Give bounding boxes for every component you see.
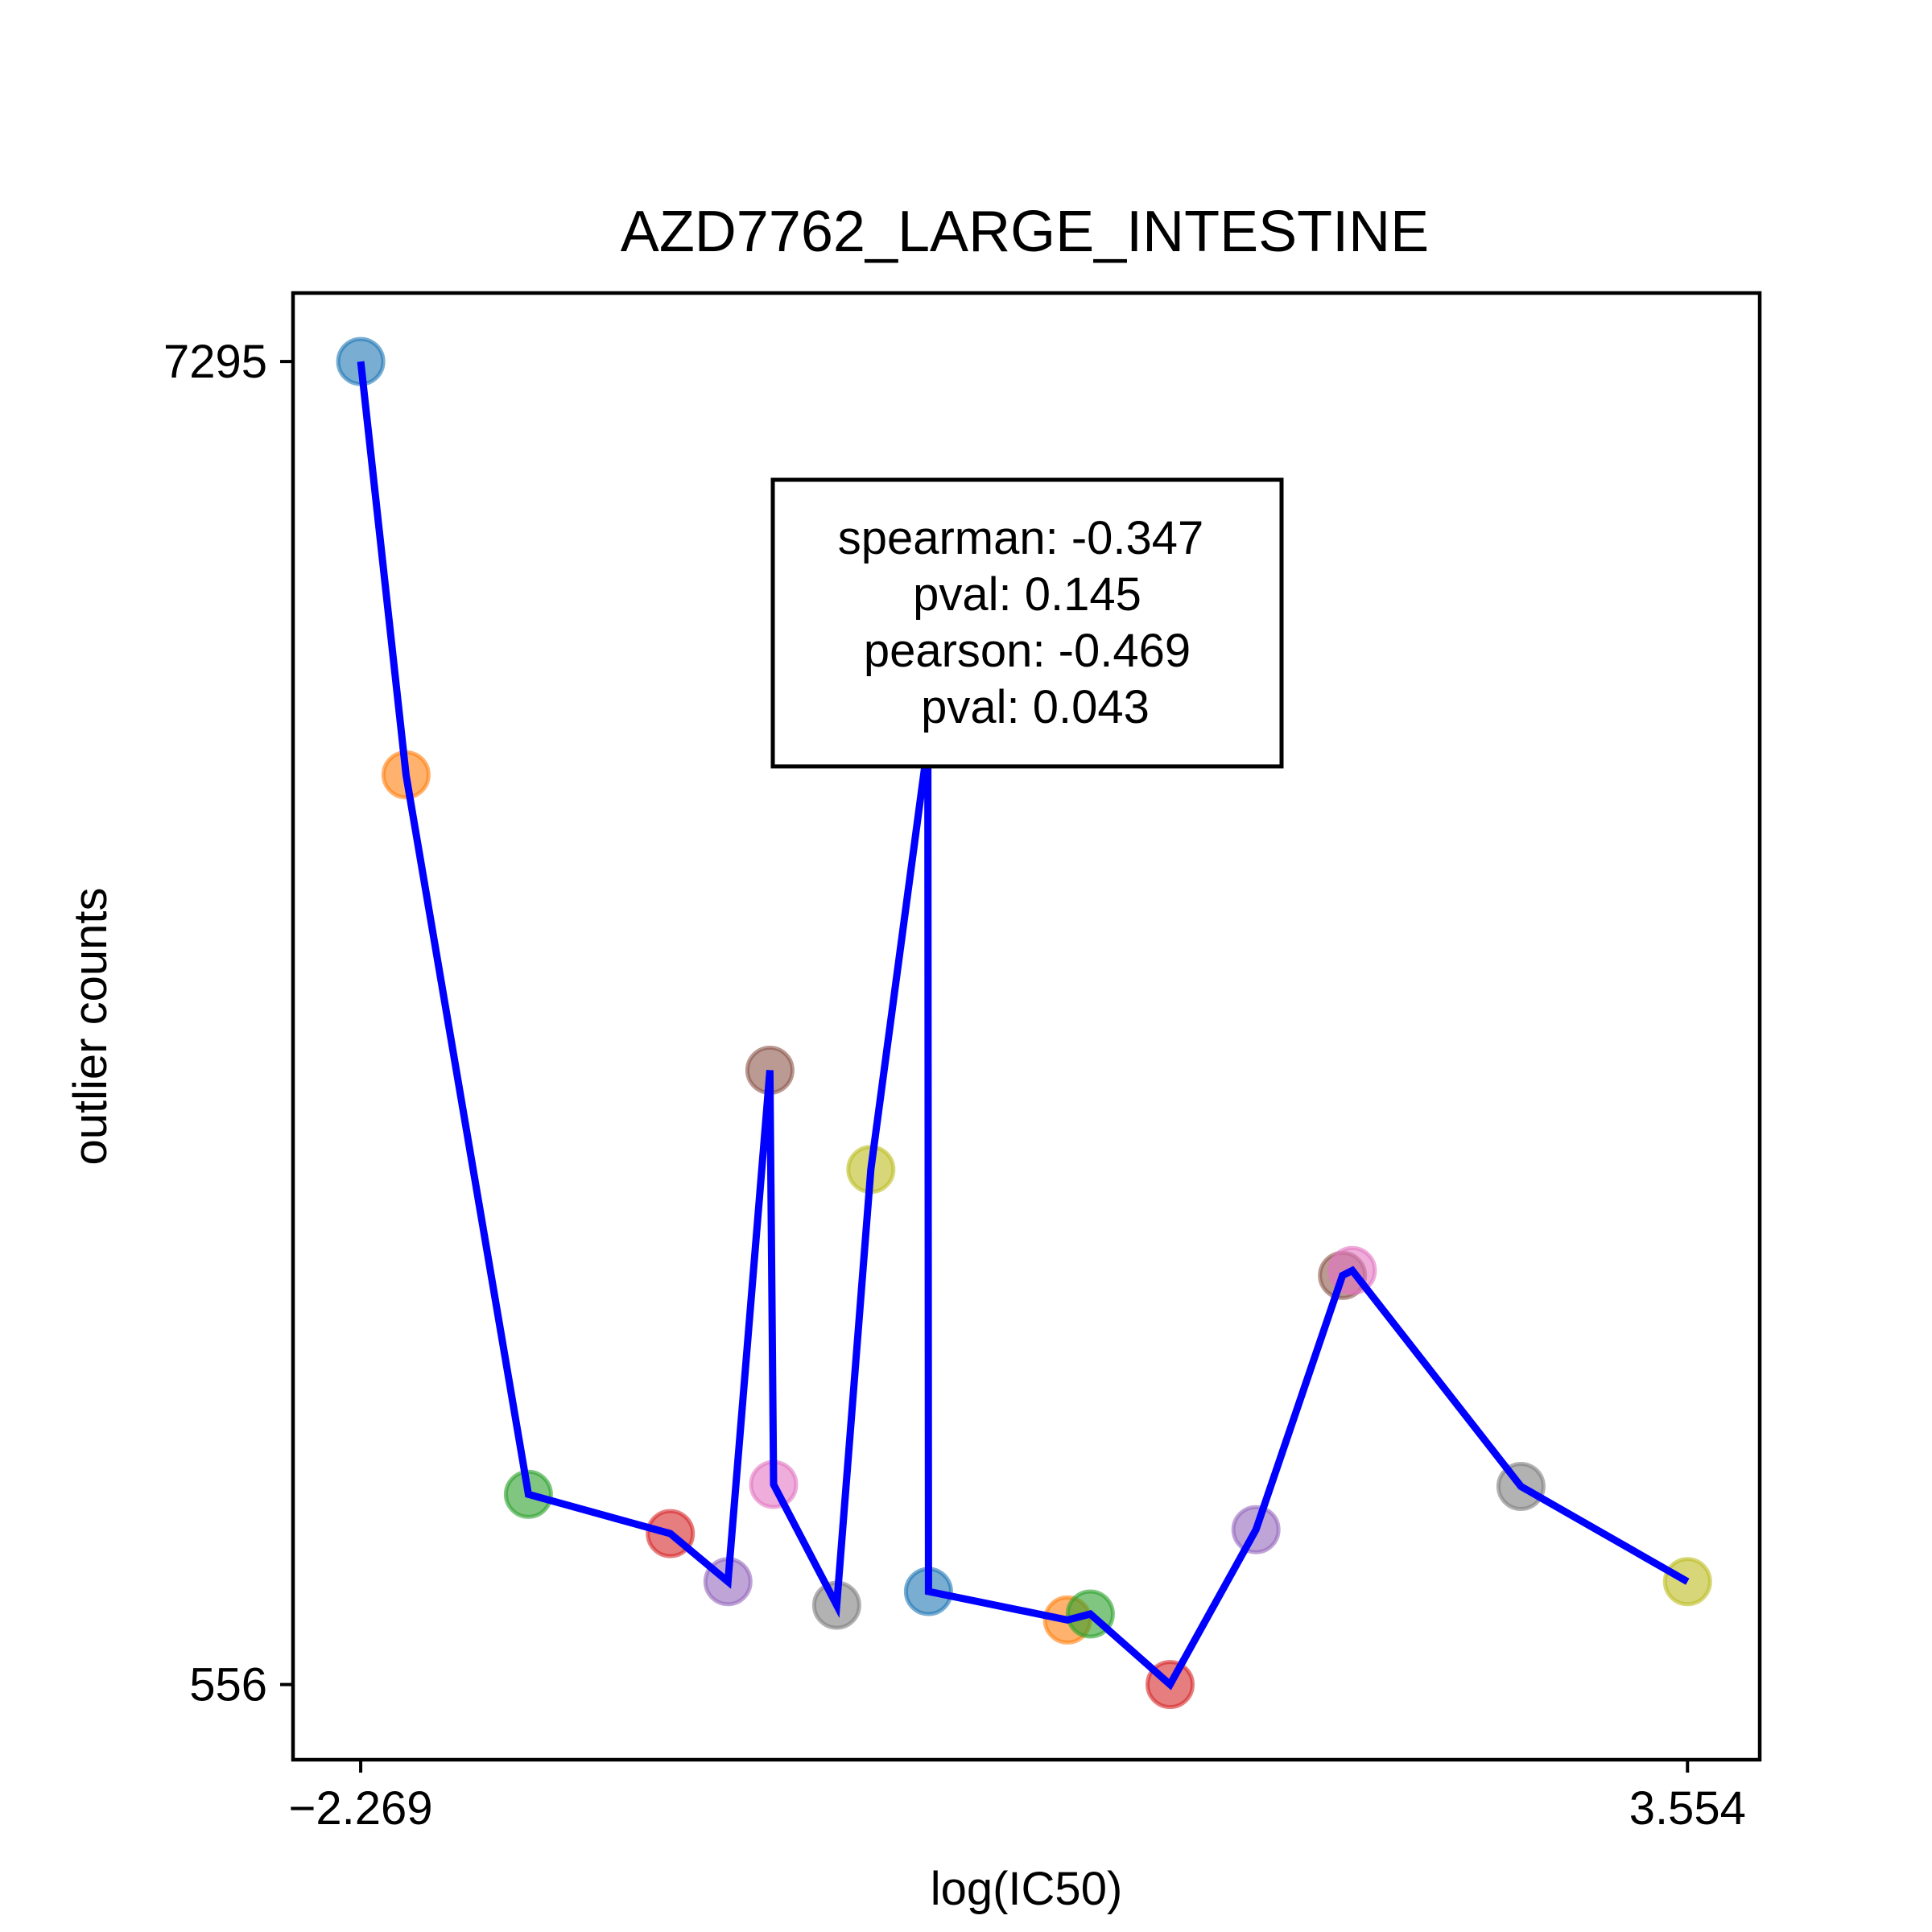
x-axis-label: log(IC50) [931, 1863, 1123, 1915]
stats-annotation: spearman: -0.347 pval: 0.145 pearson: -0… [770, 477, 1284, 769]
stats-pearson-pval: pval: 0.043 [921, 681, 1150, 733]
x-tick-label-2: 3.554 [1629, 1782, 1746, 1835]
y-tick-label-2: 556 [189, 1659, 267, 1711]
stats-pearson: pearson: -0.469 [864, 625, 1191, 677]
x-axis: −2.269 3.554 [289, 1760, 1746, 1835]
stats-spearman: spearman: -0.347 [838, 512, 1204, 564]
y-axis: 7295 556 [163, 336, 293, 1711]
plot-frame [291, 291, 1762, 1762]
stats-box [770, 477, 1284, 769]
x-tick-label-1: −2.269 [289, 1782, 433, 1835]
chart-title: AZD7762_LARGE_INTESTINE [621, 200, 1429, 264]
y-axis-label: outlier counts [64, 888, 117, 1166]
stats-spearman-pval: pval: 0.145 [913, 568, 1141, 621]
y-tick-label-1: 7295 [163, 336, 267, 388]
